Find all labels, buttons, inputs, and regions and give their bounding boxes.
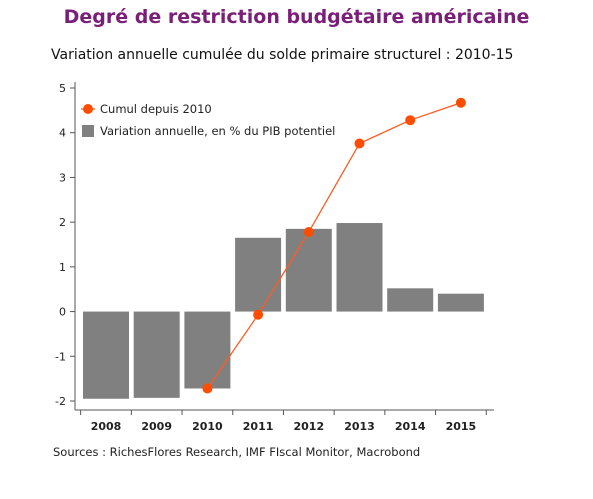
chart-subtitle: Variation annuelle cumulée du solde prim… [51,47,514,63]
x-tick-label: 2010 [192,420,223,433]
chart-source: Sources : RichesFlores Research, IMF FIs… [53,445,421,459]
cumul-point [354,138,365,149]
x-tick-label: 2008 [91,420,122,433]
y-tick-label: -2 [55,395,66,408]
bar [285,228,332,312]
bar [133,311,180,398]
x-tick-label: 2014 [395,420,426,433]
y-tick-label: 4 [59,127,66,140]
x-tick-label: 2013 [344,420,375,433]
cumul-point [253,309,264,320]
x-tick-label: 2011 [243,420,274,433]
x-tick-label: 2012 [293,420,324,433]
y-tick-label: 0 [59,306,66,319]
legend-marker-swatch [83,104,93,114]
bar [437,293,484,312]
bar [83,311,129,399]
y-tick-label: 3 [59,171,66,184]
cumul-point [405,115,416,126]
legend-bar-swatch [82,125,94,137]
bar [387,288,434,312]
bar [336,223,383,312]
x-tick-label: 2009 [141,420,172,433]
cumul-point [455,97,466,108]
chart-title: Degré de restriction budgétaire américai… [63,6,530,28]
y-tick-label: 5 [59,82,66,95]
y-tick-label: -1 [55,350,66,363]
cumul-point [303,226,314,237]
bar [184,311,231,389]
bar [235,237,282,312]
y-tick-label: 1 [59,261,66,274]
legend-label-cumul: Cumul depuis 2010 [100,102,212,116]
x-tick-label: 2015 [446,420,477,433]
cumul-line [206,102,462,389]
cumul-point [202,383,213,394]
y-tick-label: 2 [59,216,66,229]
legend-label-variation: Variation annuelle, en % du PIB potentie… [100,124,335,138]
